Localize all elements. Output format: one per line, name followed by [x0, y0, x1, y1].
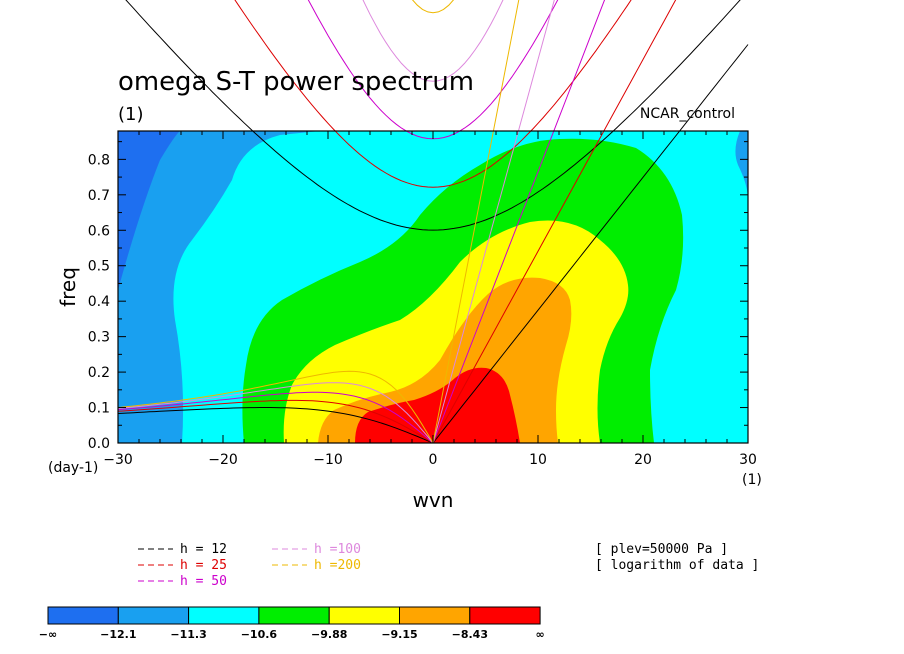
chart-title: omega S-T power spectrum: [118, 67, 474, 97]
y-tick-label: 0.1: [88, 401, 110, 417]
kelvin-curve-200: [432, 0, 520, 443]
y-tick-label: 0.2: [88, 365, 110, 381]
y-tick-label: 0.8: [88, 152, 110, 168]
axes: −30 −20 −10 0 10 20 30 0.0 0.1 0.2 0.3 0.4 0.5 0.6 0.7…: [88, 130, 757, 468]
color-bar: −∞ −12.1 −11.3 −10.6 −9.88 −9.15 −8.43 ∞: [39, 606, 545, 641]
legend-label: h = 12: [180, 542, 227, 557]
rossby-curve-50: [117, 391, 434, 443]
x-axis-label: wvn: [413, 488, 454, 512]
x-tick-label: −10: [313, 452, 343, 468]
colorbar-label: −8.43: [452, 628, 488, 641]
ig-curve-100: [362, 0, 504, 82]
ig-curve-200: [411, 0, 455, 14]
kelvin-curve-25: [432, 0, 677, 443]
colorbar-label: −9.88: [311, 628, 347, 641]
x-tick-label: 10: [529, 452, 547, 468]
x-tick-label: 30: [739, 452, 757, 468]
x-tick-label: −30: [103, 452, 133, 468]
rossby-curve-100: [117, 382, 434, 443]
colorbar-label: −∞: [39, 628, 57, 641]
colorbar-label: ∞: [536, 628, 545, 641]
contour-bands: [118, 131, 748, 443]
y-unit-label: (day-1): [48, 460, 98, 476]
colorbar-cell: [188, 606, 260, 625]
kelvin-curve-100: [432, 0, 555, 443]
colorbar-cell: [47, 606, 119, 625]
colorbar-cell: [258, 606, 330, 625]
ig-curve-12: [125, 0, 741, 231]
legend-label: h =100: [314, 542, 361, 557]
y-tick-label: 0.3: [88, 330, 110, 346]
rossby-curve-200: [117, 370, 434, 443]
x-tick-label: 20: [634, 452, 652, 468]
colorbar-cell: [469, 606, 541, 625]
colorbar-cell: [328, 606, 401, 625]
legend-label: h = 25: [180, 558, 227, 573]
info-line-log: [ logarithm of data ]: [595, 558, 759, 573]
dispersion-curves: [117, 0, 749, 443]
colorbar-label: −12.1: [100, 628, 136, 641]
kelvin-curve-50: [432, 0, 606, 443]
colorbar-label: −11.3: [170, 628, 206, 641]
rossby-curve-25: [117, 399, 434, 443]
case-label: NCAR_control: [640, 106, 735, 122]
y-axis-label: freq: [56, 267, 80, 307]
info-line-plev: [ plev=50000 Pa ]: [595, 542, 728, 557]
band-highest: [355, 367, 520, 443]
x-unit-label: (1): [742, 472, 762, 488]
chart-subtitle: (1): [118, 104, 144, 125]
colorbar-label: −10.6: [241, 628, 278, 641]
x-tick-label: 0: [429, 452, 438, 468]
colorbar-cell: [117, 606, 190, 625]
legend-label: h = 50: [180, 574, 227, 589]
kelvin-curve-12: [432, 44, 749, 443]
y-tick-label: 0.6: [88, 223, 110, 239]
rossby-curve-12: [117, 407, 434, 443]
colorbar-cell: [399, 606, 471, 625]
x-tick-label: −20: [208, 452, 238, 468]
ig-curve-25: [234, 0, 632, 188]
colorbar-label: −9.15: [381, 628, 417, 641]
y-tick-label: 0.5: [88, 259, 110, 275]
info-box: [ plev=50000 Pa ] [ logarithm of data ]: [595, 542, 759, 573]
y-tick-label: 0.0: [88, 436, 110, 452]
y-tick-label: 0.4: [88, 294, 110, 310]
legend-label: h =200: [314, 558, 361, 573]
y-tick-label: 0.7: [88, 188, 110, 204]
